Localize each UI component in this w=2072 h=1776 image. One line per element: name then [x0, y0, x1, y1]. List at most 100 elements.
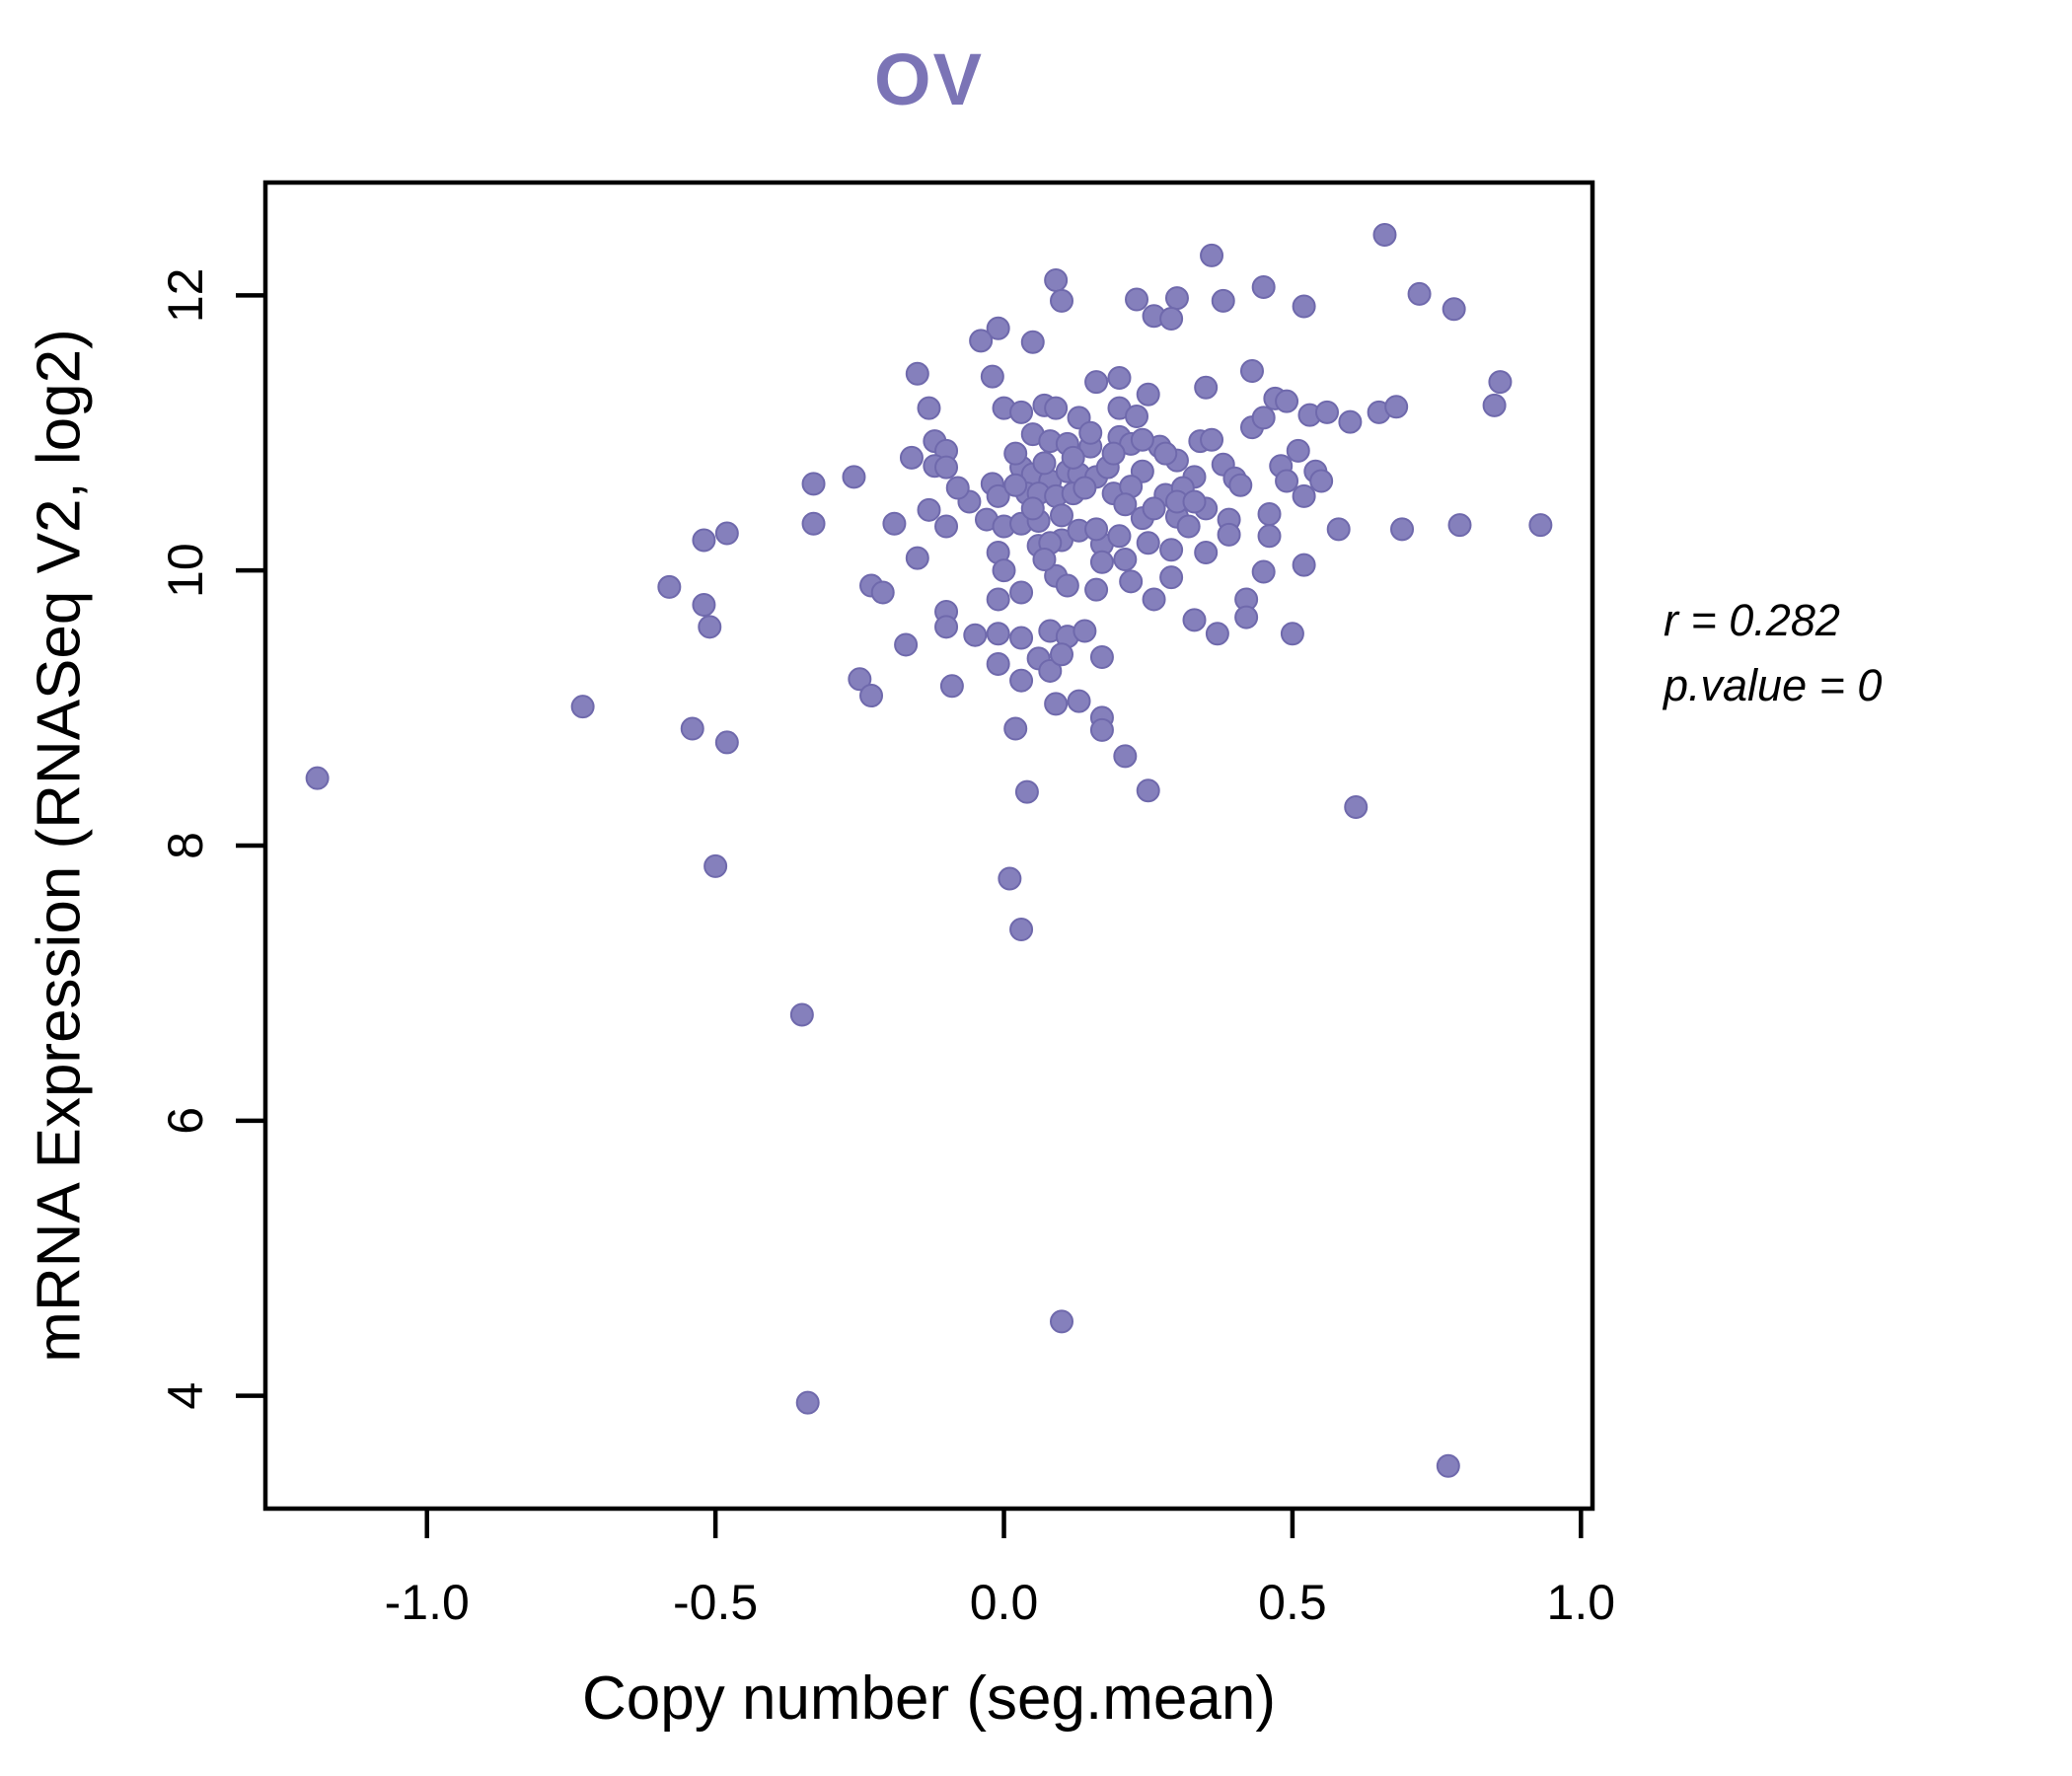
data-point: [1194, 541, 1219, 565]
data-point: [692, 528, 716, 553]
data-point: [1009, 668, 1034, 693]
data-point: [1528, 513, 1553, 538]
data-point: [1044, 267, 1069, 292]
data-point: [1286, 438, 1310, 463]
data-point: [1136, 382, 1160, 407]
data-point: [1089, 550, 1114, 574]
data-point: [1217, 522, 1241, 547]
y-tick-label: 8: [158, 832, 213, 859]
data-point: [1009, 918, 1034, 942]
data-point: [1251, 559, 1276, 584]
data-point: [1407, 281, 1432, 306]
data-point: [998, 866, 1022, 891]
data-point: [1292, 294, 1316, 319]
data-point: [934, 455, 959, 480]
data-point: [1384, 395, 1409, 419]
data-point: [1239, 359, 1264, 384]
data-point: [1084, 517, 1109, 542]
data-point: [1200, 427, 1224, 452]
data-point: [1125, 405, 1149, 429]
data-point: [1101, 441, 1126, 466]
chart-title: OV: [874, 38, 984, 120]
data-point: [795, 1390, 820, 1415]
data-point: [1257, 524, 1282, 549]
data-point: [1136, 778, 1160, 803]
data-point: [1113, 548, 1138, 572]
data-point: [1211, 288, 1235, 313]
data-point: [1182, 489, 1207, 514]
data-point: [1032, 451, 1057, 476]
data-point: [992, 558, 1016, 583]
x-axis-label: Copy number (seg.mean): [582, 1665, 1276, 1733]
data-point: [1326, 517, 1351, 542]
data-point: [894, 632, 919, 657]
data-point: [714, 730, 739, 755]
data-point: [1482, 393, 1507, 417]
data-point: [905, 546, 929, 570]
data-point: [1228, 473, 1253, 497]
data-point: [1003, 473, 1028, 497]
data-point: [1009, 400, 1034, 424]
data-point: [1344, 794, 1369, 819]
data-point: [1159, 538, 1184, 562]
data-point: [1050, 288, 1073, 313]
data-point: [1003, 716, 1028, 741]
data-point: [657, 574, 682, 599]
data-point: [1084, 370, 1109, 395]
data-point: [870, 580, 895, 605]
data-point: [1338, 409, 1363, 434]
data-point: [1055, 573, 1079, 598]
data-point: [1488, 370, 1513, 395]
data-point: [698, 615, 722, 639]
data-point: [1182, 608, 1207, 632]
data-point: [801, 511, 826, 536]
data-point: [1003, 441, 1028, 466]
data-point: [1009, 626, 1034, 650]
data-point: [1107, 524, 1132, 549]
data-point: [1020, 496, 1045, 521]
y-tick-label: 10: [158, 543, 213, 598]
data-point: [986, 651, 1010, 676]
y-tick-label: 6: [158, 1107, 213, 1135]
data-point: [1315, 400, 1339, 424]
data-point: [899, 445, 924, 470]
data-point: [789, 1002, 814, 1027]
data-point: [1280, 622, 1304, 646]
data-point: [934, 615, 959, 639]
data-point: [714, 521, 739, 546]
p-value-text: p.value = 0: [1664, 660, 1883, 710]
data-point: [703, 853, 728, 878]
data-point: [1078, 420, 1103, 445]
data-point: [1014, 779, 1039, 804]
y-tick-label: 12: [158, 268, 213, 324]
data-point: [1142, 587, 1166, 612]
data-point: [986, 316, 1010, 340]
data-point: [1292, 553, 1316, 577]
data-point: [1009, 580, 1034, 605]
data-point: [934, 514, 959, 539]
data-point: [859, 684, 884, 708]
data-point: [986, 587, 1010, 612]
data-point: [1073, 476, 1097, 500]
data-point: [945, 476, 970, 500]
correlation-annotation: r = 0.282 p.value = 0: [1664, 588, 1882, 718]
x-tick-label: 0.0: [970, 1575, 1039, 1630]
data-point: [969, 329, 994, 353]
data-point: [570, 695, 595, 719]
data-point: [1032, 548, 1057, 572]
data-point: [1390, 517, 1415, 542]
data-point: [1136, 531, 1160, 555]
data-point: [1200, 243, 1224, 267]
data-point: [1020, 330, 1045, 354]
data-point: [1113, 492, 1138, 517]
data-point: [1089, 717, 1114, 742]
data-point: [1050, 503, 1073, 528]
x-tick-label: -0.5: [673, 1575, 758, 1630]
data-point: [1159, 307, 1184, 332]
data-point: [1061, 445, 1085, 470]
data-point: [1159, 565, 1184, 590]
data-point: [1050, 1309, 1073, 1334]
data-point: [1234, 605, 1259, 629]
data-point: [1257, 502, 1282, 526]
